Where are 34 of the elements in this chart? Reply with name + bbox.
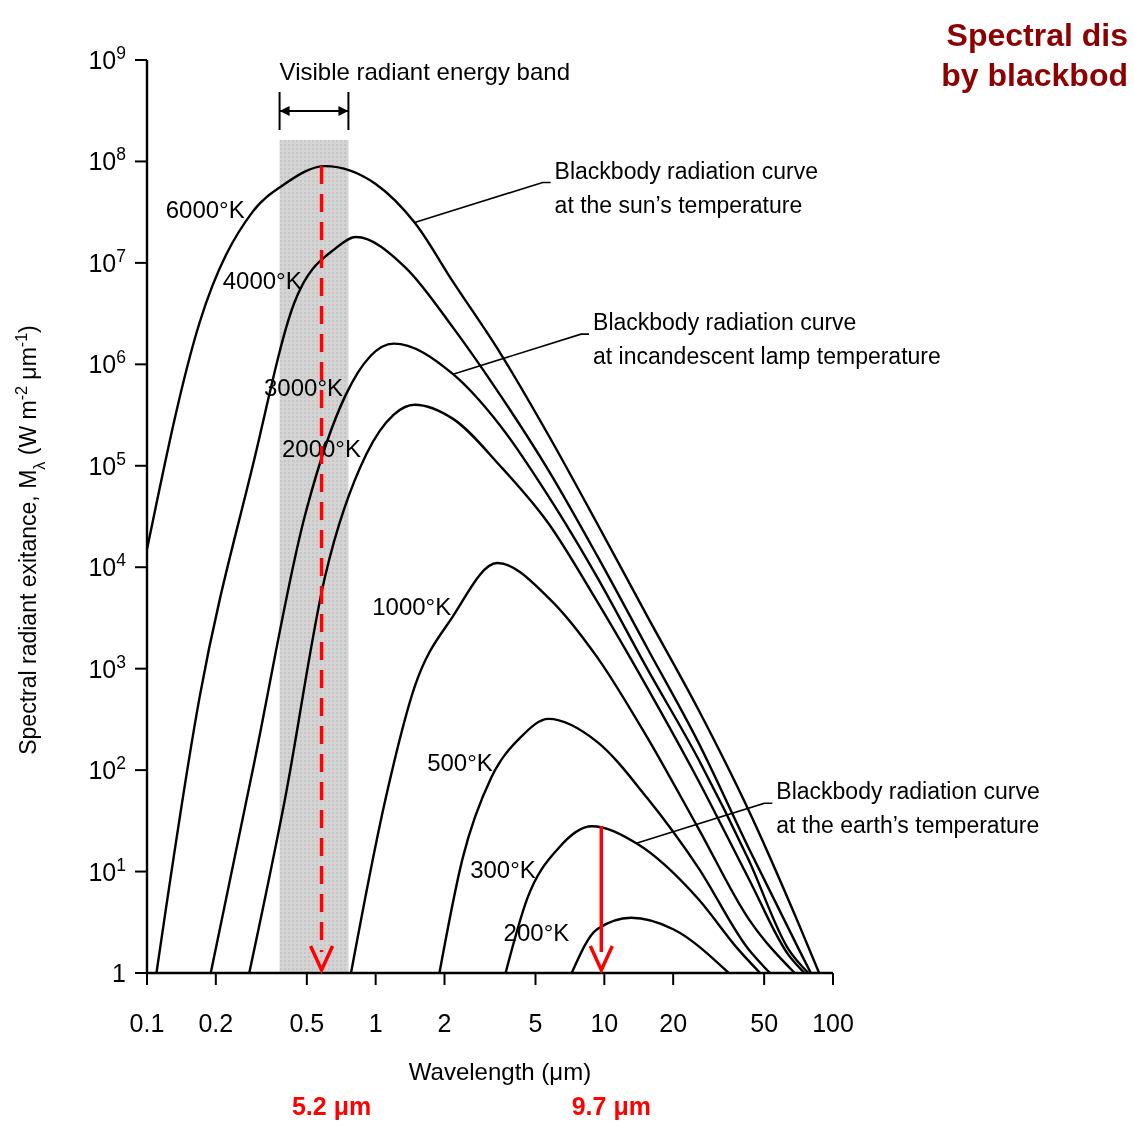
x-tick-label: 50 — [750, 1009, 779, 1037]
x-tick-label: 20 — [659, 1009, 688, 1037]
series-label: 500°K — [427, 748, 493, 776]
annotation: Blackbody radiation curve at the earth’s temperature — [776, 778, 1040, 839]
x-tick-label: 0.5 — [289, 1009, 325, 1037]
x-tick-label: 10 — [590, 1009, 619, 1037]
y-tick-label: 10$^{2}$ — [88, 753, 126, 785]
x-axis-title: Wavelength (μm) — [408, 1058, 592, 1085]
y-tick-label: 10$^{3}$ — [88, 651, 126, 683]
series-label: 6000°K — [165, 196, 245, 224]
annotation: Blackbody radiation curve at the sun’s temperature — [554, 157, 818, 218]
ref-line-label: 5.2 μm — [291, 1092, 372, 1120]
series-label: 4000°K — [222, 266, 302, 294]
y-tick-label: 10$^{1}$ — [88, 854, 126, 886]
y-tick-label: 10$^{6}$ — [88, 347, 126, 379]
y-tick-label: 10$^{7}$ — [88, 245, 126, 277]
text: Spectral dis — [946, 17, 1128, 53]
y-tick-label: 10$^{5}$ — [88, 448, 126, 480]
x-tick-label: 0.1 — [129, 1009, 165, 1037]
x-tick-label: 0.2 — [198, 1009, 234, 1037]
x-tick-label: 1 — [368, 1009, 383, 1037]
y-tick-label: 10$^{4}$ — [88, 550, 127, 582]
series-label: 300°K — [470, 856, 536, 884]
text: by blackbod — [941, 57, 1128, 93]
y-tick-label: 10$^{9}$ — [88, 43, 126, 74]
x-tick-label: 2 — [437, 1009, 452, 1037]
x-tick-label: 100 — [812, 1009, 854, 1037]
ref-line-label: 9.7 μm — [571, 1092, 651, 1120]
series-label: 1000°K — [372, 593, 452, 621]
x-tick-label: 5 — [528, 1009, 543, 1037]
band-label: Visible radiant energy band — [279, 58, 571, 85]
y-tick-label: 10$^{8}$ — [88, 144, 126, 176]
annotation: Blackbody radiation curve at incandescent lamp temperature — [593, 309, 941, 370]
y-tick-label: 1 — [112, 959, 126, 987]
